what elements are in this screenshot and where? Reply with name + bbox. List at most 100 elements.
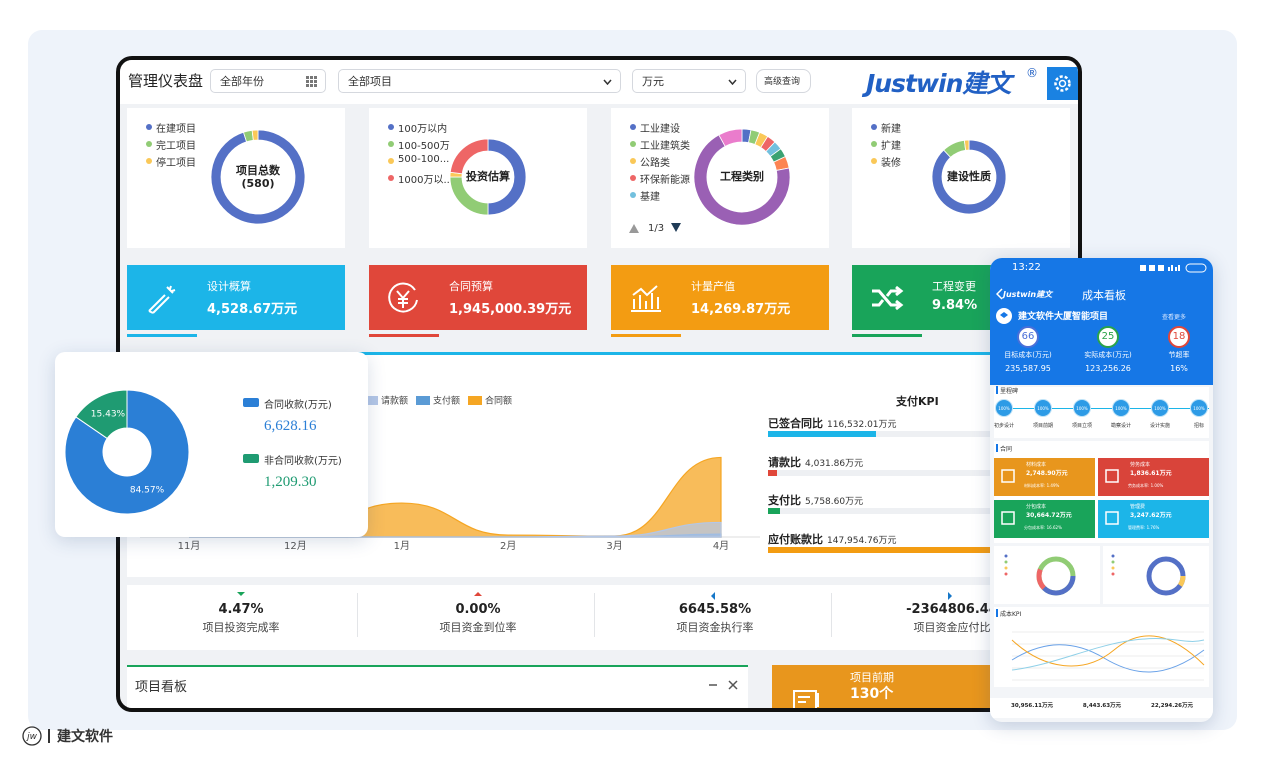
tile-value: 14,269.87万元: [691, 302, 791, 317]
settings-button[interactable]: [1047, 67, 1078, 100]
milestone-line: [1004, 408, 1209, 409]
x-tick-label: 2月: [500, 540, 516, 552]
tile-rate: 劳务成本率: 1.00%: [1128, 483, 1164, 488]
progress-bar: [768, 431, 877, 437]
milestone-label: 勘察设计: [1110, 423, 1131, 429]
donut-chart: 建设性质: [931, 139, 1007, 215]
phase-title: 项目前期: [850, 671, 894, 684]
milestone-circle: 100%: [1151, 399, 1169, 417]
x-tick-label: 12月: [284, 540, 307, 552]
footer-logo: jw: [22, 726, 42, 746]
section-marker: [996, 609, 998, 617]
milestones: 100% 初步设计 100% 项目前期 100% 项目立项 100% 勘察设计 100% 设计实施…: [990, 396, 1213, 438]
collection-pie: 84.57% 15.43%: [64, 389, 190, 515]
payment-label: 应付账款比: [768, 532, 823, 546]
donut-center-label: 投资估算: [466, 169, 510, 183]
progress-track: [768, 431, 998, 437]
trend-arrow: [237, 592, 245, 596]
legend-label: 合同额: [485, 395, 512, 407]
year-select[interactable]: 全部年份: [210, 69, 326, 93]
cost-totals: 30,956.11万元 8,443.63万元 22,294.26万元: [990, 698, 1213, 718]
back-arrow[interactable]: [996, 288, 1004, 300]
metric-label: 目标成本(万元): [1004, 351, 1052, 359]
more-link[interactable]: 查看更多: [1162, 314, 1187, 321]
tile-icon: [388, 282, 418, 313]
milestone-circle: 100%: [1073, 399, 1091, 417]
monitor: 管理仪表盘 全部年份 全部项目 万元 高级查询 Justwin建文 ® 在建项目…: [116, 56, 1082, 712]
mobile-metrics: 66 目标成本(万元) 235,587.95 25 实际成本(万元) 123,256.26…: [990, 326, 1213, 381]
stat-separator: [357, 593, 358, 637]
legend-dot: [630, 141, 636, 147]
legend-label: 在建项目: [156, 124, 196, 135]
milestone-label: 设计实施: [1149, 423, 1170, 429]
legend-dot: [146, 158, 152, 164]
icon-shape: [1105, 511, 1119, 525]
area: [188, 521, 722, 538]
legend-label: 完工项目: [156, 141, 196, 152]
pie-label: 84.57%: [130, 486, 165, 496]
tile-value: 30,664.72万元: [1026, 512, 1072, 519]
tile-icon: [631, 285, 661, 312]
legend-amount: 1,209.30: [264, 474, 317, 490]
stat-label: 项目资金执行率: [676, 621, 754, 634]
window-controls[interactable]: [707, 679, 743, 691]
legend-label: 支付额: [433, 395, 460, 407]
status-time: 13:22: [1012, 262, 1041, 273]
contract-title: 合同: [1000, 446, 1013, 453]
milestone-label: 项目前期: [1032, 423, 1053, 429]
legend-label: 停工项目: [156, 158, 196, 169]
metric-circle: 25: [1097, 326, 1119, 348]
pie-slice: [64, 389, 190, 515]
metric-value: 16%: [1170, 364, 1188, 373]
pager-prev[interactable]: [629, 224, 639, 233]
metric-circle: 66: [1017, 326, 1039, 348]
unit-select[interactable]: 万元: [632, 69, 746, 93]
footer-text: 建文软件: [57, 729, 113, 745]
tile-label: 合同预算: [449, 280, 493, 293]
payment-label: 已签合同比: [768, 417, 823, 430]
advanced-query-button[interactable]: 高级查询: [756, 69, 811, 93]
trend-arrow: [711, 592, 715, 600]
stat-value: 4.47%: [218, 602, 264, 617]
legend-label: 公路类: [640, 158, 670, 169]
payment-value: 147,954.76万元: [827, 535, 897, 546]
payment-value: 5,758.60万元: [805, 497, 864, 507]
phase-card: 项目前期 130个: [772, 665, 1000, 708]
tile-underline: [127, 334, 197, 337]
payment-row: 已签合同比 116,532.01万元: [768, 415, 897, 431]
x-tick-label: 11月: [178, 540, 201, 552]
icon-shape: [1001, 469, 1015, 483]
donut-center-label: 项目总数: [236, 163, 281, 177]
donut-chart: 工程类别 1/3: [629, 128, 791, 234]
arrow-shape: [948, 592, 952, 600]
donut-center-value: (580): [241, 177, 274, 190]
stat-value: -2364806.44: [906, 602, 998, 617]
donut-segment: [449, 138, 489, 175]
metric-value: 123,256.26: [1085, 364, 1131, 373]
donut-chart: 项目总数(580): [210, 129, 306, 225]
metric-label: 节超率: [1168, 351, 1190, 359]
chevron: [728, 79, 737, 85]
legend-dot: [388, 158, 394, 164]
payment-row: 支付比 5,758.60万元: [768, 492, 863, 508]
donut-segment: [931, 139, 1007, 215]
legend-label: 请款额: [381, 395, 408, 407]
tile-underline: [369, 334, 439, 337]
tile-rate: 材料成本率: 1.49%: [1024, 483, 1060, 488]
legend-dot: [388, 124, 394, 130]
milestone-panel: [994, 387, 1209, 438]
payment-value: 4,031.86万元: [805, 458, 864, 469]
tile-icon: [1001, 469, 1015, 483]
pager-next[interactable]: [671, 223, 681, 232]
mobile-logo: Justwin建文: [1003, 290, 1053, 299]
legend-label: 新建: [881, 124, 901, 135]
board-title: 项目看板: [135, 680, 188, 695]
tile-icon: [1105, 511, 1119, 525]
summary-card: 100万以内 100-500万 500-100... 1000万以... 投资估算: [369, 108, 587, 248]
select-text: 万元: [642, 75, 664, 88]
project-select[interactable]: 全部项目: [338, 69, 621, 93]
x-tick-label: 1月: [394, 540, 410, 552]
page-title: 管理仪表盘: [128, 72, 204, 90]
donut-segment: [718, 128, 743, 147]
stat-label: 项目资金到位率: [439, 621, 517, 634]
